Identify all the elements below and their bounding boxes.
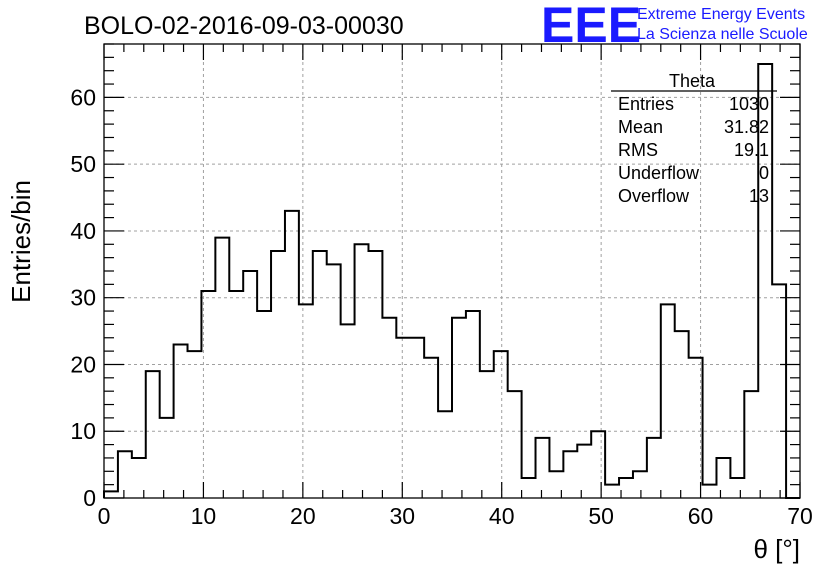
- y-tick-label: 10: [70, 418, 96, 444]
- x-tick-label: 30: [389, 503, 415, 529]
- histogram-bin: [327, 264, 341, 498]
- histogram-bin: [243, 271, 257, 498]
- histogram-bin: [382, 318, 396, 498]
- stats-name: Theta: [669, 71, 716, 91]
- histogram-bin: [410, 338, 424, 498]
- histogram-bin: [257, 311, 271, 498]
- histogram-bin: [396, 338, 410, 498]
- histogram-bin: [730, 478, 744, 498]
- y-tick-label: 20: [70, 351, 96, 377]
- histogram-bin: [647, 438, 661, 498]
- histogram-bin: [494, 351, 508, 498]
- histogram-bin: [271, 251, 285, 498]
- x-tick-label: 50: [588, 503, 614, 529]
- stats-value: 1030: [729, 94, 769, 114]
- histogram-bin: [229, 291, 243, 498]
- histogram-bin: [661, 304, 675, 498]
- x-tick-label: 70: [787, 503, 813, 529]
- stats-value: 13: [749, 186, 769, 206]
- histogram-bin: [355, 244, 369, 498]
- histogram-bin: [716, 458, 730, 498]
- histogram-bin: [146, 371, 160, 498]
- plot-frame: [103, 43, 801, 499]
- x-tick-label: 20: [290, 503, 316, 529]
- histogram-bin: [299, 304, 313, 498]
- stats-label: Overflow: [618, 186, 690, 206]
- histogram-bin: [104, 491, 118, 498]
- histogram-bin: [577, 445, 591, 498]
- histogram-bin: [522, 478, 536, 498]
- axis-ticks: [103, 43, 801, 499]
- histogram-bin: [160, 418, 174, 498]
- stats-label: Entries: [618, 94, 674, 114]
- histogram-bin: [744, 391, 758, 498]
- stats-value: 31.82: [724, 117, 769, 137]
- histogram-bin: [675, 331, 689, 498]
- y-axis-title: Entries/bin: [6, 180, 36, 303]
- eee-logo-line1: Extreme Energy Events: [637, 6, 805, 23]
- histogram-bin: [633, 471, 647, 498]
- x-axis-title: θ [°]: [753, 534, 800, 564]
- x-tick-labels: 0 10 20 30 40 50 60 70: [98, 503, 813, 529]
- y-tick-label: 40: [70, 218, 96, 244]
- stats-rows: Entries 1030 Mean 31.82 RMS 19.1 Underflow 0 Ove…: [618, 94, 769, 206]
- stats-value: 19.1: [734, 140, 769, 160]
- histogram-bin: [703, 485, 717, 498]
- histogram-bin: [118, 451, 132, 498]
- histogram-bin: [174, 344, 188, 498]
- stats-value: 0: [759, 163, 769, 183]
- histogram-bin: [536, 438, 550, 498]
- eee-logo-line2: La Scienza nelle Scuole: [637, 26, 808, 43]
- stats-label: Mean: [618, 117, 663, 137]
- stats-label: Underflow: [618, 163, 700, 183]
- y-tick-label: 0: [83, 485, 96, 511]
- histogram-bin: [480, 371, 494, 498]
- histogram-bin: [452, 318, 466, 498]
- histogram-bin: [188, 351, 202, 498]
- histogram-bin: [591, 431, 605, 498]
- x-tick-label: 10: [191, 503, 217, 529]
- histogram-bin: [563, 451, 577, 498]
- histogram-bin: [508, 391, 522, 498]
- eee-logo: EEE Extreme Energy Events La Scienza nel…: [541, 0, 808, 53]
- x-tick-label: 0: [98, 503, 111, 529]
- stats-box: Theta Entries 1030 Mean 31.82 RMS 19.1 Underfl…: [611, 71, 777, 206]
- stats-label: RMS: [618, 140, 658, 160]
- histogram-outline: [103, 63, 800, 499]
- histogram-bin: [368, 251, 382, 498]
- y-tick-label: 30: [70, 285, 96, 311]
- eee-logo-mark: EEE: [541, 0, 641, 53]
- chart-title: BOLO-02-2016-09-03-00030: [84, 12, 404, 40]
- histogram-bin: [215, 238, 229, 498]
- histogram-bin: [341, 324, 355, 498]
- x-tick-label: 60: [688, 503, 714, 529]
- x-tick-label: 40: [489, 503, 515, 529]
- y-tick-label: 60: [70, 84, 96, 110]
- histogram-bin: [424, 358, 438, 498]
- histogram-bin: [285, 211, 299, 498]
- y-tick-label: 50: [70, 151, 96, 177]
- y-tick-labels: 0 10 20 30 40 50 60: [70, 84, 96, 511]
- histogram-bin: [605, 485, 619, 498]
- histogram-bin: [313, 251, 327, 498]
- grid-lines: [104, 44, 800, 498]
- histogram-bars: [103, 63, 800, 499]
- histogram-bin: [772, 284, 786, 498]
- histogram-bin: [438, 411, 452, 498]
- histogram-bin: [466, 311, 480, 498]
